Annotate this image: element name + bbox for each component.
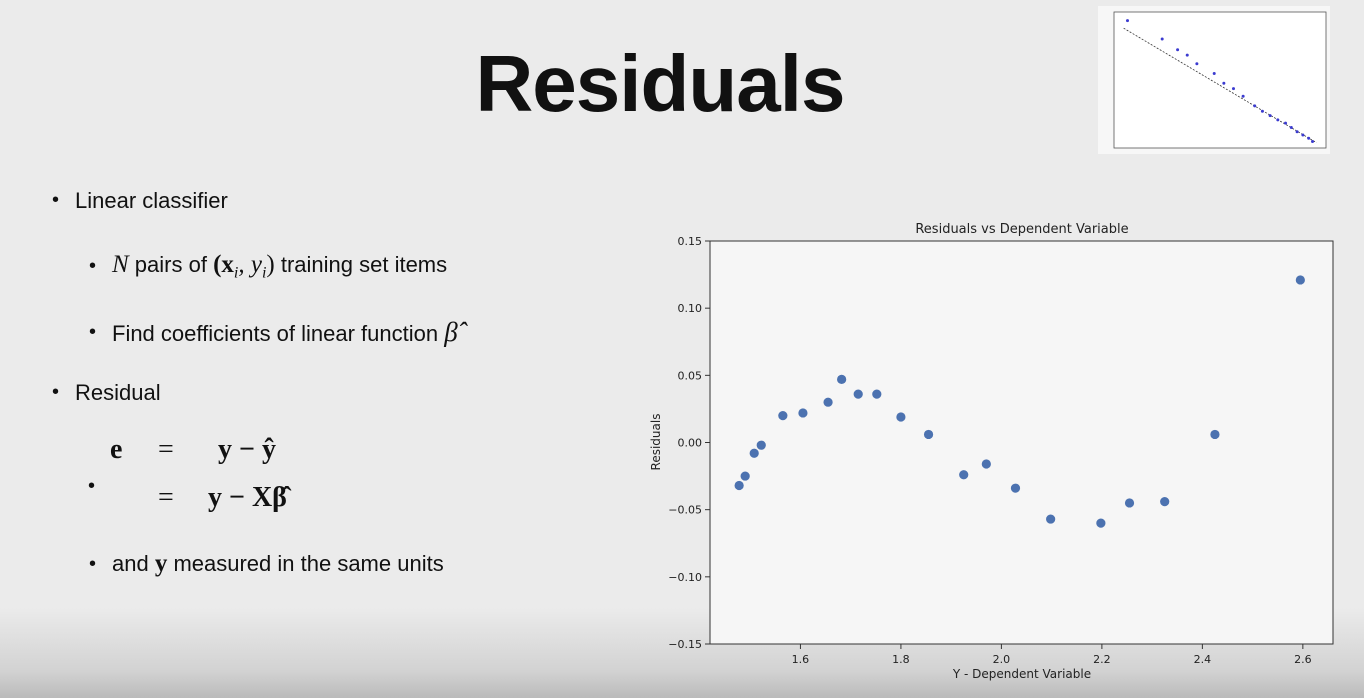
thumbnail-point [1295, 130, 1299, 134]
y-tick-label: −0.15 [668, 638, 702, 651]
data-point [923, 429, 934, 440]
eq-equals-2: = [158, 482, 174, 513]
bullet-dot: • [88, 475, 96, 497]
thumbnail-point [1311, 140, 1315, 144]
data-point [1295, 275, 1305, 285]
bullet-dot: • [52, 381, 60, 403]
bullet-dot: • [89, 553, 97, 575]
eq-rhs-1: y − ŷ [218, 434, 276, 465]
data-point [1210, 429, 1220, 440]
data-point [896, 412, 906, 422]
thumbnail-point [1185, 53, 1189, 57]
math-beta-hat: β̂ [444, 317, 458, 347]
thumbnail-point [1212, 72, 1216, 76]
x-axis-label: Y - Dependent Variable [952, 667, 1091, 681]
x-tick-label: 2.6 [1294, 653, 1312, 666]
y-tick-label: 0.05 [678, 369, 703, 382]
math-close: ) [266, 251, 275, 278]
x-tick-label: 1.6 [792, 653, 810, 666]
bullet-linear-classifier: Linear classifier [75, 188, 228, 213]
data-point [1046, 514, 1056, 524]
text-training-set: training set items [274, 252, 448, 277]
bullet-dot: • [52, 189, 60, 211]
thumbnail-point [1160, 37, 1164, 41]
thumbnail-point [1284, 121, 1288, 125]
data-point [823, 397, 833, 407]
bullet-dot: • [89, 255, 97, 277]
var-n: N [112, 251, 129, 278]
thumbnail-point [1176, 48, 1180, 52]
thumbnail-point [1289, 125, 1293, 129]
chart-title: Residuals vs Dependent Variable [915, 222, 1128, 237]
thumbnail-point [1125, 19, 1129, 23]
x-tick-label: 2.2 [1093, 653, 1111, 666]
y-tick-label: 0.15 [678, 235, 703, 248]
data-point [756, 440, 766, 450]
sub-i-2: i [261, 264, 267, 282]
text-pairs-of: pairs of [128, 252, 214, 277]
y-tick-label: 0.00 [678, 437, 703, 450]
data-point [837, 374, 847, 384]
data-point [1096, 518, 1106, 528]
data-point [1160, 497, 1170, 507]
bullet-dot: • [89, 321, 97, 343]
data-point [1124, 498, 1135, 508]
math-y-bold: y [154, 550, 168, 577]
bullet-residual: Residual [75, 380, 161, 405]
data-point [749, 448, 759, 458]
thumbnail-plot-frame [1113, 11, 1327, 149]
bullet-n-pairs: N pairs of (xi, yi) training set items [112, 251, 447, 282]
x-tick-label: 2.4 [1194, 653, 1212, 666]
plot-area [709, 240, 1334, 645]
math-open-x: (x [213, 251, 234, 278]
data-point [778, 411, 788, 421]
data-point [959, 470, 969, 480]
y-tick-label: 0.10 [678, 302, 703, 315]
thumbnail-point [1241, 94, 1245, 98]
text-same-units: measured in the same units [167, 551, 444, 576]
residuals-scatter-chart: Residuals vs Dependent Variable 1.6 1.8 2.… [649, 222, 1334, 681]
thumbnail-regression-chart [1098, 6, 1330, 154]
eq-e: e [110, 434, 123, 465]
thumbnail-point [1301, 133, 1305, 137]
data-point [872, 389, 882, 399]
bullet-same-units: and y measured in the same units [112, 550, 444, 578]
x-tick-label: 1.8 [892, 653, 910, 666]
y-tick-label: −0.05 [668, 504, 702, 517]
sub-i: i [233, 264, 239, 282]
thumbnail-point [1222, 81, 1226, 85]
bullet-find-coefficients: Find coefficients of linear function β̂ [112, 317, 458, 348]
data-point [853, 389, 863, 399]
text-find-coefficients: Find coefficients of linear function [112, 321, 445, 346]
y-tick-label: −0.10 [668, 571, 702, 584]
data-point [1010, 483, 1021, 493]
text-and: and [112, 551, 155, 576]
data-point [734, 480, 744, 491]
thumbnail-point [1268, 114, 1272, 118]
data-point [981, 459, 991, 469]
thumbnail-point [1231, 87, 1235, 91]
thumbnail-point [1307, 136, 1311, 140]
x-tick-label: 2.0 [993, 653, 1011, 666]
thumbnail-point [1276, 118, 1280, 122]
thumbnail-point [1195, 62, 1199, 66]
data-point [740, 471, 750, 481]
data-point [798, 408, 808, 418]
thumbnail-point [1260, 109, 1264, 113]
eq-equals-1: = [158, 434, 174, 465]
y-axis-label: Residuals [649, 414, 663, 471]
math-comma-y: , y [238, 251, 262, 278]
eq-rhs-2: y − Xβ̂ [208, 482, 287, 513]
thumbnail-point [1253, 104, 1257, 108]
slide-title: Residuals [475, 39, 846, 128]
